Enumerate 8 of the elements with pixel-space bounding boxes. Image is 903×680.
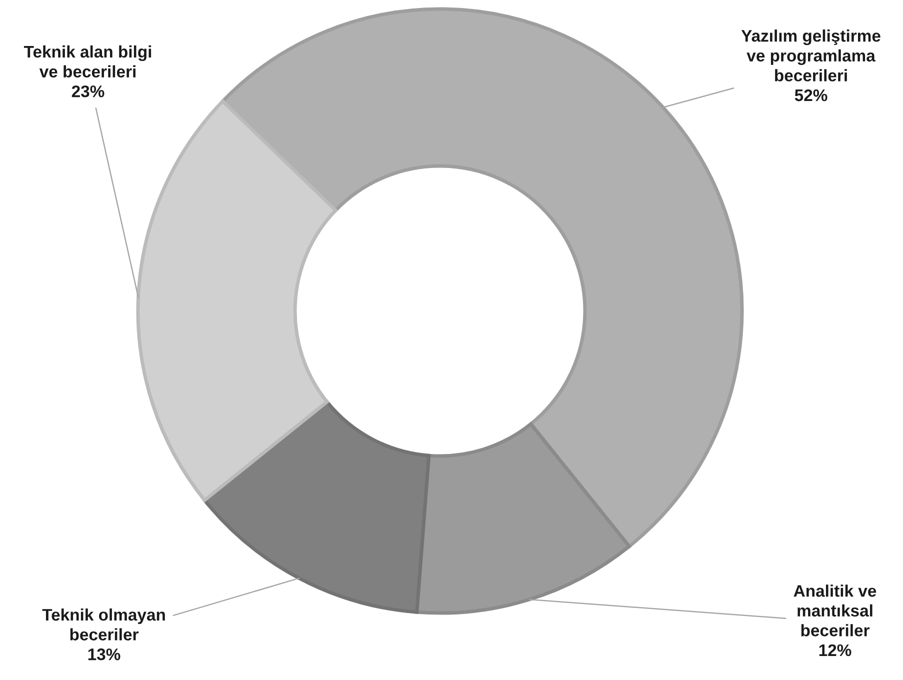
slice-label: Teknik alan bilgi ve becerileri [24,45,152,78]
data-label: 12% [819,644,852,656]
data-label: 13% [88,648,120,660]
data-label: 23% [72,85,104,98]
data-label: 52% [794,89,828,102]
slice-label: Yazılım geliştirme ve programlama becerileri [741,30,880,82]
slice-label: Analitik ve mantıksal beceriler [794,584,876,636]
slice-label: Teknik olmayan beceriler [42,608,165,640]
